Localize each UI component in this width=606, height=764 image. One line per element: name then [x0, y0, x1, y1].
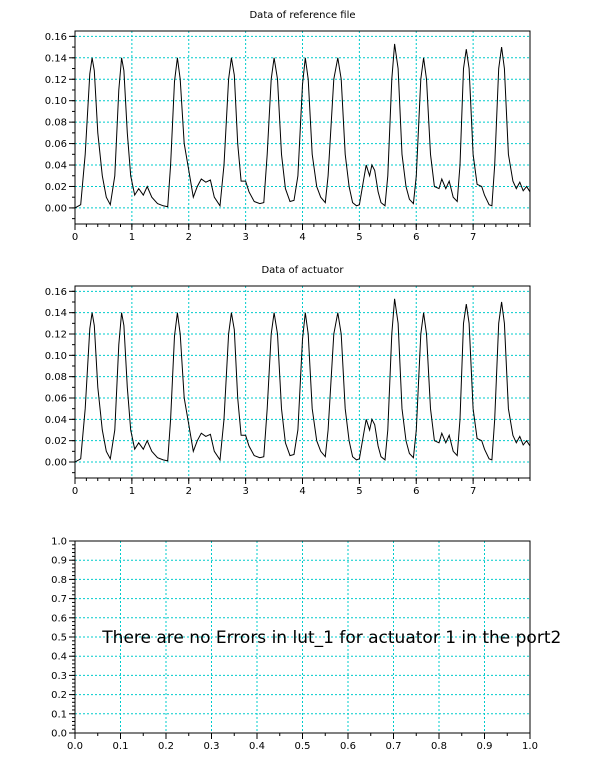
- y-tick-label: 0.3: [51, 671, 67, 682]
- y-tick-label: 0.6: [51, 613, 67, 624]
- y-tick-label: 0.4: [51, 652, 67, 663]
- x-tick-label: 1: [129, 232, 135, 243]
- x-tick-label: 0: [72, 232, 78, 243]
- y-tick-label: 0.06: [45, 139, 67, 150]
- y-tick-label: 1.0: [51, 537, 67, 548]
- x-tick-label: 1: [129, 486, 135, 497]
- error-message: There are no Errors in lut_1 for actuato…: [101, 628, 561, 648]
- y-tick-label: 0.12: [45, 75, 67, 86]
- y-tick-label: 0.06: [45, 394, 67, 405]
- x-tick-label: 2: [186, 232, 192, 243]
- y-tick-label: 0.04: [45, 415, 67, 426]
- x-tick-label: 5: [356, 486, 362, 497]
- chart-1: Data of reference file 0.00 0.02 0.04 0.06 0.…: [45, 10, 531, 243]
- chart-title: Data of actuator: [261, 265, 344, 276]
- chart-3: 0.0 0.1 0.2 0.3 0.4 0.5 0.6 0.7 0.8 0.9 1.0 0.0 0.1 0…: [51, 537, 561, 753]
- y-tick-label: 0.10: [45, 96, 67, 107]
- y-tick-label: 0.1: [51, 709, 67, 720]
- x-tick-label: 7: [470, 232, 476, 243]
- series-line-1: [74, 298, 531, 463]
- y-tick-label: 0.12: [45, 330, 67, 341]
- y-tick-label: 0.14: [45, 53, 67, 64]
- chart-title: Data of reference file: [249, 10, 355, 21]
- y-tick-label: 0.02: [45, 182, 67, 193]
- x-tick-label: 0.5: [295, 741, 311, 752]
- x-tick-label: 6: [413, 232, 419, 243]
- x-tick-label: 5: [356, 232, 362, 243]
- y-tick-label: 0.9: [51, 556, 67, 567]
- y-tick-label: 0.14: [45, 308, 67, 319]
- x-tick-label: 0.7: [386, 741, 402, 752]
- x-tick-label: 2: [186, 486, 192, 497]
- x-tick-label: 0.1: [113, 741, 129, 752]
- y-tick-label: 0.04: [45, 161, 67, 172]
- x-tick-label: 1.0: [522, 741, 538, 752]
- x-tick-label: 0.6: [340, 741, 356, 752]
- x-tick-label: 3: [242, 486, 248, 497]
- y-tick-label: 0.00: [45, 203, 67, 214]
- chart-2: Data of actuator 0.00 0.02 0.04 0.06 0.08 0.10…: [45, 265, 531, 497]
- y-tick-label: 0.10: [45, 351, 67, 362]
- x-tick-label: 0.8: [431, 741, 447, 752]
- x-tick-label: 4: [299, 232, 305, 243]
- x-tick-label: 7: [470, 486, 476, 497]
- y-tick-label: 0.08: [45, 118, 67, 129]
- x-tick-label: 4: [299, 486, 305, 497]
- x-tick-label: 0: [72, 486, 78, 497]
- y-tick-label: 0.8: [51, 575, 67, 586]
- x-tick-label: 0.0: [67, 741, 83, 752]
- x-tick-label: 6: [413, 486, 419, 497]
- series-line-1: [74, 43, 531, 209]
- y-tick-label: 0.16: [45, 287, 67, 298]
- y-tick-label: 0.08: [45, 372, 67, 383]
- x-tick-label: 0.2: [158, 741, 174, 752]
- x-tick-label: 0.4: [249, 741, 265, 752]
- y-tick-label: 0.5: [51, 633, 67, 644]
- y-tick-label: 0.2: [51, 690, 67, 701]
- y-tick-label: 0.7: [51, 594, 67, 605]
- x-tick-label: 3: [242, 232, 248, 243]
- y-tick-label: 0.02: [45, 436, 67, 447]
- x-tick-label: 0.3: [204, 741, 220, 752]
- y-tick-label: 0.0: [51, 729, 67, 740]
- x-tick-label: 0.9: [477, 741, 493, 752]
- y-tick-label: 0.16: [45, 32, 67, 43]
- y-tick-label: 0.00: [45, 458, 67, 469]
